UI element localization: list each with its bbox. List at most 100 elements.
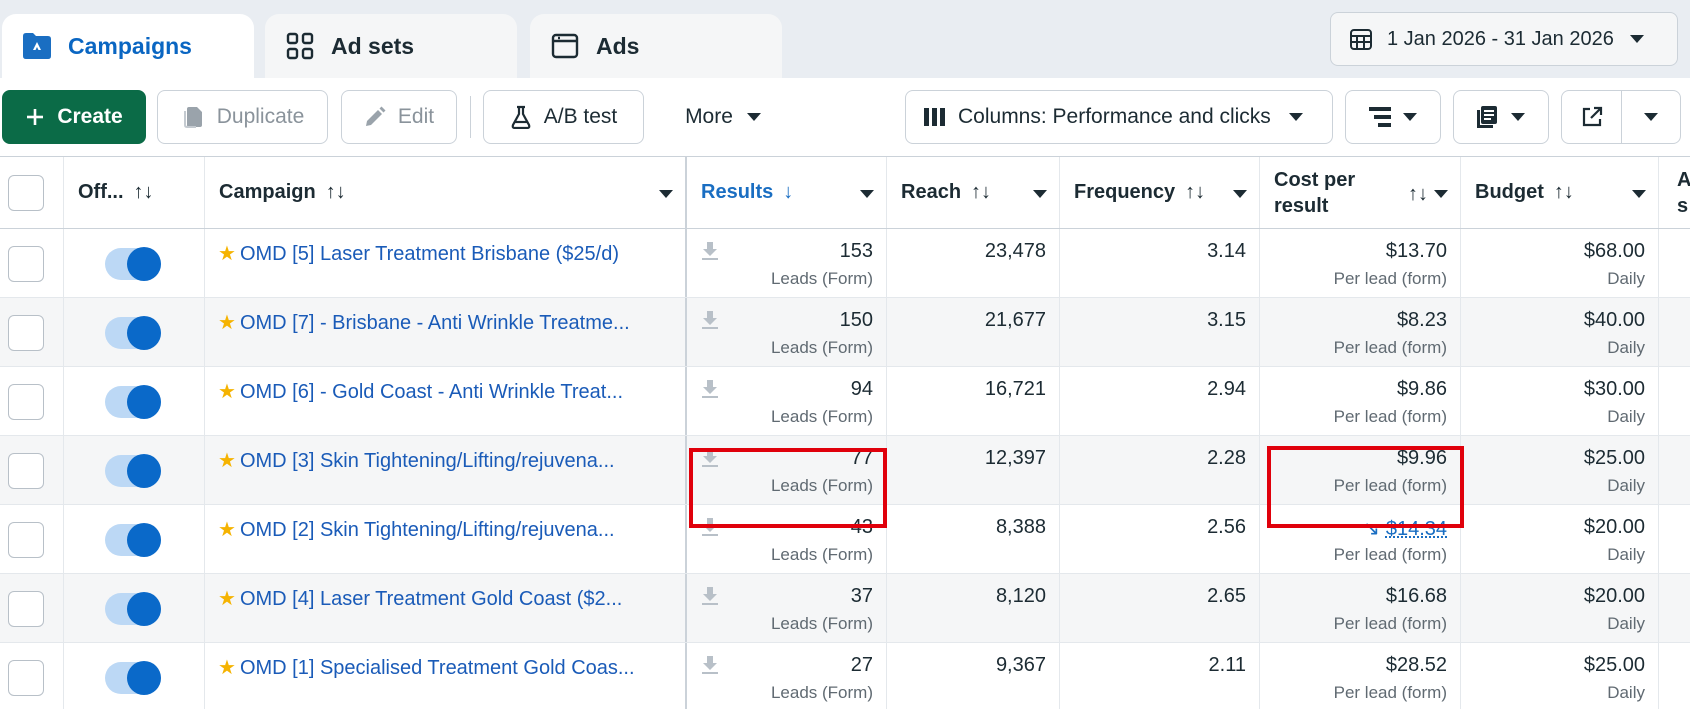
table-row[interactable]: ★ OMD [2] Skin Tightening/Lifting/rejuven… [0, 505, 1690, 574]
row-checkbox[interactable] [8, 660, 44, 696]
budget-value[interactable]: $20.00 [1583, 516, 1645, 538]
toggle-knob [127, 385, 161, 419]
header-cost-label-line1: Cost per [1274, 168, 1356, 191]
header-reach[interactable]: Reach ↑↓ [887, 157, 1060, 228]
header-campaign[interactable]: Campaign ↑↓ [205, 157, 687, 228]
table-row[interactable]: ★ OMD [6] - Gold Coast - Anti Wrinkle Tre… [0, 367, 1690, 436]
row-checkbox[interactable] [8, 522, 44, 558]
row-select-cell [0, 643, 64, 709]
campaign-name-link[interactable]: ★ OMD [7] - Brisbane - Anti Wrinkle Treat… [218, 310, 668, 335]
columns-icon [924, 108, 946, 126]
row-budget-cell: $20.00 Daily [1461, 505, 1659, 573]
row-budget-cell: $25.00 Daily [1461, 643, 1659, 709]
row-select-cell [0, 574, 64, 642]
columns-dropdown[interactable]: Columns: Performance and clicks [905, 90, 1333, 144]
budget-value[interactable]: $40.00 [1583, 309, 1645, 331]
row-checkbox[interactable] [8, 453, 44, 489]
row-checkbox[interactable] [8, 591, 44, 627]
results-type: Leads (Form) [770, 338, 873, 357]
breakdown-icon [1369, 107, 1391, 127]
campaign-on-off-toggle[interactable] [105, 523, 161, 557]
cost-amount: $14.34 [1385, 518, 1447, 540]
edit-button[interactable]: Edit [341, 90, 457, 144]
row-frequency-cell: 3.14 [1060, 229, 1260, 297]
header-next-label-line1: A [1677, 168, 1690, 191]
row-checkbox[interactable] [8, 384, 44, 420]
column-menu-chevron-icon[interactable] [860, 190, 874, 198]
campaign-on-off-toggle[interactable] [105, 247, 161, 281]
campaign-on-off-toggle[interactable] [105, 316, 161, 350]
campaign-on-off-toggle[interactable] [105, 592, 161, 626]
table-row[interactable]: ★ OMD [3] Skin Tightening/Lifting/rejuven… [0, 436, 1690, 505]
campaign-name-link[interactable]: ★ OMD [4] Laser Treatment Gold Coast ($2.… [218, 586, 668, 611]
chevron-down-icon [1629, 35, 1644, 43]
budget-value[interactable]: $25.00 [1583, 447, 1645, 469]
cost-per-result-value[interactable]: ↘ $14.34 [1363, 516, 1447, 541]
header-cost-per-result[interactable]: Cost per result ↑↓ [1260, 157, 1461, 228]
results-value: 77 [850, 447, 873, 469]
star-icon: ★ [218, 312, 236, 334]
header-frequency[interactable]: Frequency ↑↓ [1060, 157, 1260, 228]
export-options-chevron[interactable] [1622, 113, 1680, 121]
header-off-on[interactable]: Off... ↑↓ [64, 157, 205, 228]
highlight-box-results [689, 448, 887, 528]
campaign-on-off-toggle[interactable] [105, 661, 161, 695]
row-checkbox[interactable] [8, 246, 44, 282]
budget-type: Daily [1607, 545, 1645, 564]
chevron-down-icon [1644, 113, 1658, 121]
duplicate-button[interactable]: Duplicate [157, 90, 328, 144]
column-menu-chevron-icon[interactable] [1033, 190, 1047, 198]
row-cost-cell: $16.68 Per lead (form) [1260, 574, 1461, 642]
select-all-checkbox[interactable] [8, 175, 44, 211]
ab-test-button[interactable]: A/B test [483, 90, 644, 144]
frequency-value: 2.65 [1207, 585, 1246, 607]
tab-ad-sets[interactable]: Ad sets [265, 14, 517, 78]
create-label: Create [57, 105, 123, 128]
table-row[interactable]: ★ OMD [7] - Brisbane - Anti Wrinkle Treat… [0, 298, 1690, 367]
star-icon: ★ [218, 243, 236, 265]
column-menu-chevron-icon[interactable] [1632, 190, 1646, 198]
campaign-name-link[interactable]: ★ OMD [6] - Gold Coast - Anti Wrinkle Tre… [218, 379, 668, 404]
reports-dropdown[interactable] [1453, 90, 1549, 144]
header-budget[interactable]: Budget ↑↓ [1461, 157, 1659, 228]
budget-value[interactable]: $20.00 [1583, 585, 1645, 607]
campaign-name-link[interactable]: ★ OMD [3] Skin Tightening/Lifting/rejuven… [218, 448, 668, 473]
table-row[interactable]: ★ OMD [5] Laser Treatment Brisbane ($25/d… [0, 229, 1690, 298]
header-next-column[interactable]: A s [1659, 157, 1690, 228]
breakdown-dropdown[interactable] [1345, 90, 1441, 144]
row-toggle-cell [64, 436, 205, 504]
toggle-knob [127, 592, 161, 626]
campaign-name-link[interactable]: ★ OMD [2] Skin Tightening/Lifting/rejuven… [218, 517, 668, 542]
column-menu-chevron-icon[interactable] [659, 190, 673, 198]
table-row[interactable]: ★ OMD [4] Laser Treatment Gold Coast ($2.… [0, 574, 1690, 643]
table-row[interactable]: ★ OMD [1] Specialised Treatment Gold Coas… [0, 643, 1690, 709]
row-checkbox[interactable] [8, 315, 44, 351]
campaign-name-link[interactable]: ★ OMD [5] Laser Treatment Brisbane ($25/d… [218, 241, 668, 266]
chevron-down-icon [1511, 113, 1525, 121]
campaign-on-off-toggle[interactable] [105, 385, 161, 419]
tab-campaigns[interactable]: Campaigns [2, 14, 254, 78]
budget-type: Daily [1607, 476, 1645, 495]
sort-icon: ↑↓ [1553, 181, 1574, 203]
budget-value[interactable]: $25.00 [1583, 654, 1645, 676]
row-reach-cell: 12,397 [887, 436, 1060, 504]
row-results-cell: 94 Leads (Form) [687, 367, 887, 435]
campaign-on-off-toggle[interactable] [105, 454, 161, 488]
budget-value[interactable]: $68.00 [1583, 240, 1645, 262]
more-button[interactable]: More [664, 90, 782, 144]
reports-icon [1477, 106, 1499, 128]
column-menu-chevron-icon[interactable] [1233, 190, 1247, 198]
date-range-picker[interactable]: 1 Jan 2026 - 31 Jan 2026 [1330, 12, 1678, 66]
tab-campaigns-label: Campaigns [68, 32, 192, 59]
results-value: 27 [850, 654, 873, 676]
tab-ads[interactable]: Ads [530, 14, 782, 78]
export-split-button[interactable] [1561, 90, 1681, 144]
frequency-value: 2.94 [1207, 378, 1246, 400]
column-menu-chevron-icon[interactable] [1434, 190, 1448, 198]
create-button[interactable]: Create [2, 90, 146, 144]
budget-value[interactable]: $30.00 [1583, 378, 1645, 400]
campaign-name-link[interactable]: ★ OMD [1] Specialised Treatment Gold Coas… [218, 655, 668, 680]
more-label: More [685, 105, 733, 128]
header-results[interactable]: Results ↓ [687, 157, 887, 228]
export-icon[interactable] [1562, 91, 1622, 143]
